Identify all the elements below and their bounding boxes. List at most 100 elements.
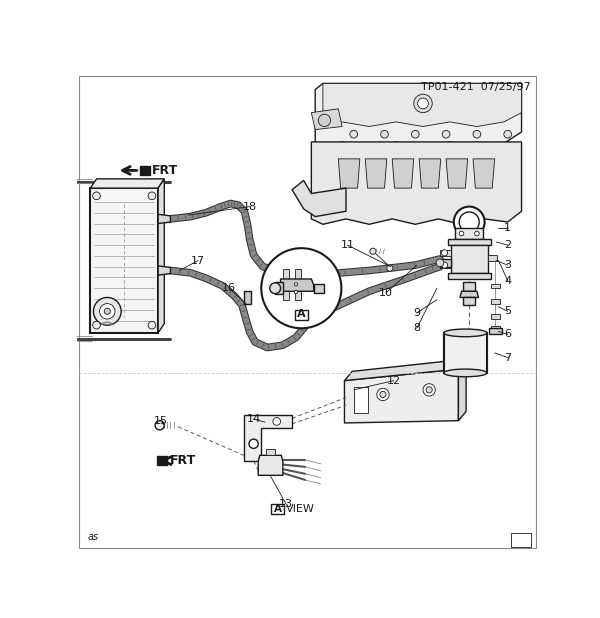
Circle shape bbox=[94, 297, 121, 325]
Polygon shape bbox=[244, 291, 251, 303]
Bar bbox=[488, 255, 497, 261]
Polygon shape bbox=[157, 456, 167, 465]
Text: 14: 14 bbox=[247, 414, 260, 424]
Bar bbox=[271, 504, 284, 514]
Circle shape bbox=[295, 283, 298, 286]
Circle shape bbox=[442, 262, 448, 268]
Polygon shape bbox=[91, 179, 164, 188]
Polygon shape bbox=[491, 315, 500, 319]
Text: 16: 16 bbox=[222, 283, 236, 293]
Polygon shape bbox=[463, 282, 475, 291]
Circle shape bbox=[262, 248, 341, 328]
Polygon shape bbox=[448, 239, 491, 245]
Text: 8: 8 bbox=[413, 323, 421, 333]
Text: 5: 5 bbox=[504, 307, 511, 316]
Ellipse shape bbox=[444, 329, 487, 337]
Circle shape bbox=[380, 130, 388, 138]
Polygon shape bbox=[158, 266, 170, 275]
Circle shape bbox=[504, 130, 512, 138]
Text: 3: 3 bbox=[504, 260, 511, 270]
Polygon shape bbox=[491, 299, 500, 303]
Text: 7: 7 bbox=[504, 352, 511, 363]
Circle shape bbox=[459, 231, 464, 236]
Circle shape bbox=[249, 439, 258, 449]
Polygon shape bbox=[354, 387, 368, 413]
Polygon shape bbox=[140, 166, 149, 175]
Text: 1: 1 bbox=[504, 223, 511, 233]
Text: 4: 4 bbox=[504, 276, 511, 286]
Circle shape bbox=[418, 98, 428, 109]
Circle shape bbox=[295, 290, 298, 294]
Text: VIEW: VIEW bbox=[286, 504, 315, 514]
Circle shape bbox=[412, 130, 419, 138]
Polygon shape bbox=[91, 188, 158, 333]
Circle shape bbox=[442, 250, 448, 256]
Polygon shape bbox=[338, 159, 360, 188]
Text: as: as bbox=[87, 532, 98, 543]
Bar bbox=[455, 228, 483, 239]
Circle shape bbox=[475, 231, 479, 236]
Text: 10: 10 bbox=[379, 288, 393, 298]
Polygon shape bbox=[344, 359, 466, 381]
Circle shape bbox=[273, 418, 281, 425]
Circle shape bbox=[92, 321, 100, 329]
Text: 2: 2 bbox=[504, 240, 511, 250]
Circle shape bbox=[426, 387, 432, 393]
Text: 12: 12 bbox=[386, 376, 401, 386]
Text: 6: 6 bbox=[504, 329, 511, 339]
Circle shape bbox=[423, 384, 436, 396]
Circle shape bbox=[370, 248, 376, 255]
Polygon shape bbox=[158, 179, 164, 333]
Text: 11: 11 bbox=[341, 240, 355, 250]
Polygon shape bbox=[491, 326, 500, 331]
Circle shape bbox=[454, 206, 485, 237]
Polygon shape bbox=[275, 282, 283, 294]
Circle shape bbox=[350, 130, 358, 138]
Polygon shape bbox=[365, 159, 387, 188]
Polygon shape bbox=[473, 159, 494, 188]
Polygon shape bbox=[440, 259, 451, 266]
Circle shape bbox=[459, 212, 479, 232]
Polygon shape bbox=[460, 291, 478, 297]
Polygon shape bbox=[266, 449, 275, 455]
Text: 9: 9 bbox=[413, 308, 421, 318]
Polygon shape bbox=[323, 83, 521, 127]
Polygon shape bbox=[258, 455, 283, 475]
Circle shape bbox=[387, 265, 393, 271]
Polygon shape bbox=[419, 159, 441, 188]
Polygon shape bbox=[158, 214, 170, 224]
Polygon shape bbox=[244, 415, 292, 460]
Polygon shape bbox=[458, 359, 466, 421]
Bar bbox=[440, 250, 451, 256]
Circle shape bbox=[442, 130, 450, 138]
Circle shape bbox=[104, 308, 110, 315]
Circle shape bbox=[155, 421, 164, 430]
Polygon shape bbox=[392, 159, 414, 188]
Circle shape bbox=[92, 192, 100, 200]
Circle shape bbox=[414, 94, 432, 112]
Polygon shape bbox=[446, 159, 467, 188]
Bar bbox=[444, 333, 487, 373]
Polygon shape bbox=[295, 269, 301, 300]
Text: FRT: FRT bbox=[170, 454, 196, 467]
Ellipse shape bbox=[444, 369, 487, 377]
Text: FRT: FRT bbox=[152, 164, 178, 177]
Text: A: A bbox=[297, 310, 305, 320]
Circle shape bbox=[436, 259, 444, 266]
Text: TP01-421  07/25/97: TP01-421 07/25/97 bbox=[421, 82, 531, 92]
Polygon shape bbox=[314, 284, 325, 293]
Polygon shape bbox=[448, 273, 491, 279]
Polygon shape bbox=[489, 328, 502, 334]
Circle shape bbox=[473, 130, 481, 138]
Polygon shape bbox=[311, 142, 521, 224]
Polygon shape bbox=[451, 245, 488, 273]
Text: 15: 15 bbox=[154, 416, 168, 426]
Polygon shape bbox=[281, 279, 314, 291]
FancyBboxPatch shape bbox=[295, 310, 308, 320]
Polygon shape bbox=[283, 269, 289, 300]
Bar bbox=[511, 533, 531, 547]
Polygon shape bbox=[463, 297, 475, 305]
Text: 17: 17 bbox=[191, 255, 205, 266]
Bar bbox=[440, 262, 451, 268]
Circle shape bbox=[270, 283, 281, 294]
